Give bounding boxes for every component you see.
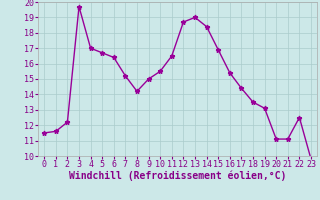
X-axis label: Windchill (Refroidissement éolien,°C): Windchill (Refroidissement éolien,°C) [69, 171, 286, 181]
